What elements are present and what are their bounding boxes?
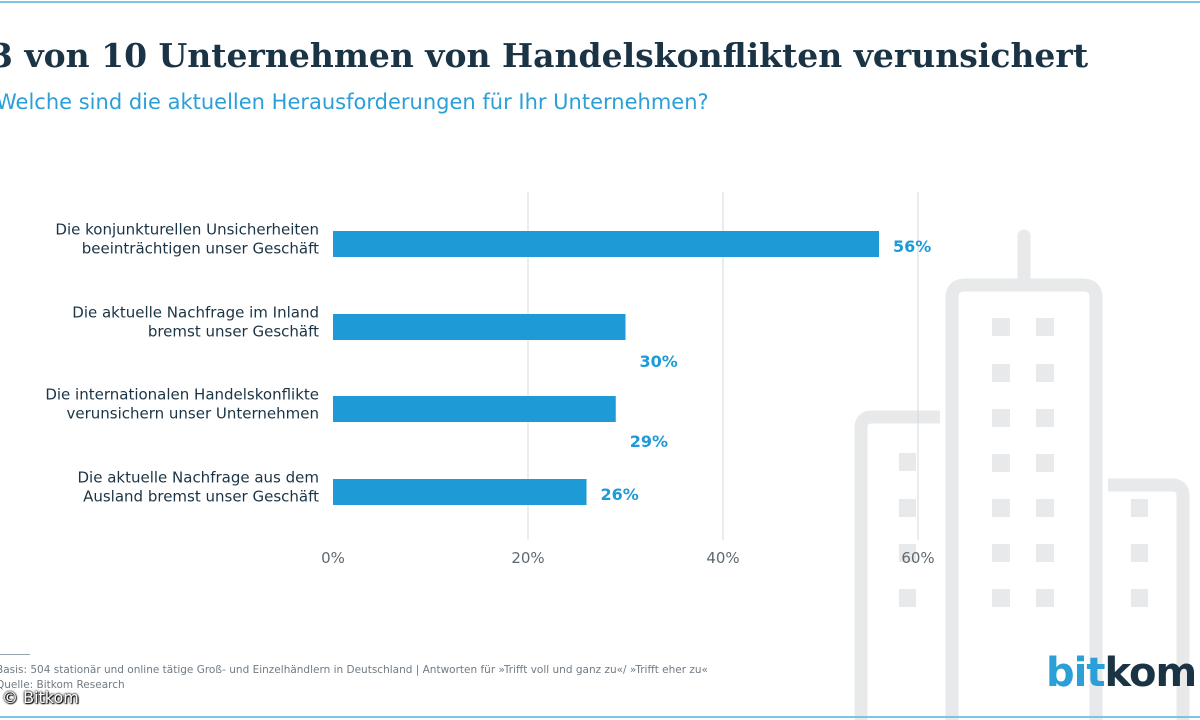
copyright-watermark: © Bitkom [2, 688, 79, 707]
building-window [1036, 454, 1054, 472]
value-label: 29% [630, 432, 668, 451]
building-window [899, 544, 916, 562]
building-window [1036, 589, 1054, 607]
building-window [899, 499, 916, 517]
building-window [992, 544, 1010, 562]
top-frame-line [0, 1, 1200, 3]
x-tick-label: 40% [706, 549, 739, 567]
bar [333, 231, 879, 257]
building-right [1108, 478, 1190, 720]
category-label: verunsichern unser Unternehmen [66, 405, 319, 423]
building-window [992, 589, 1010, 607]
value-label: 30% [640, 352, 678, 371]
building-window [1036, 499, 1054, 517]
building-window [1036, 318, 1054, 336]
building-window [1131, 589, 1148, 607]
category-label: beeinträchtigen unser Geschäft [82, 240, 319, 258]
building-window [1036, 409, 1054, 427]
building-window [1036, 544, 1054, 562]
chart-title: 3 von 10 Unternehmen von Handelskonflikt… [0, 36, 1089, 75]
bar [333, 314, 626, 340]
footnote-rule [0, 654, 30, 655]
category-label: bremst unser Geschäft [148, 323, 319, 341]
logo-part-bit: bit [1046, 650, 1105, 696]
bar [333, 479, 587, 505]
building-window [992, 499, 1010, 517]
building-window [992, 318, 1010, 336]
category-label: Die aktuelle Nachfrage aus dem [77, 469, 319, 487]
chart-labels: 0% 20% 40% 60% Die konjunkturellen Unsicherh… [45, 221, 934, 568]
chart-bars [333, 231, 879, 505]
x-tick-label: 0% [321, 549, 345, 567]
building-skyline-icon [854, 229, 1190, 720]
building-window [1131, 499, 1148, 517]
category-label: Die aktuelle Nachfrage im Inland [72, 304, 319, 322]
value-label: 26% [601, 485, 639, 504]
value-label: 56% [893, 237, 931, 256]
building-window [992, 454, 1010, 472]
building-window [1036, 364, 1054, 382]
footnote-basis: Basis: 504 stationär und online tätige G… [0, 664, 708, 676]
building-window [992, 409, 1010, 427]
category-label: Die konjunkturellen Unsicherheiten [55, 221, 319, 239]
building-window [1131, 544, 1148, 562]
category-label: Ausland bremst unser Geschäft [83, 488, 319, 506]
bar [333, 396, 616, 422]
building-tall [945, 278, 1103, 720]
chart-subtitle: Welche sind die aktuellen Herausforderun… [0, 90, 709, 114]
category-label: Die internationalen Handelskonflikte [45, 386, 319, 404]
logo-part-kom: kom [1104, 650, 1197, 696]
building-left [854, 410, 940, 720]
x-tick-label: 60% [901, 549, 934, 567]
bottom-frame-line [0, 716, 1200, 718]
building-window [992, 364, 1010, 382]
bitkom-logo: bitkom [1046, 650, 1197, 696]
building-window [899, 453, 916, 471]
footnote-source: Quelle: Bitkom Research [0, 679, 125, 691]
x-tick-label: 20% [511, 549, 544, 567]
building-window [899, 589, 916, 607]
